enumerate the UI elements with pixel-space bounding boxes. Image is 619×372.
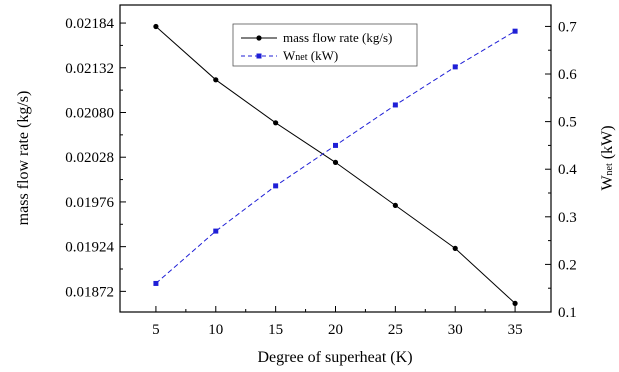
series-line-wnet xyxy=(155,30,516,284)
right-axis-title-sub: net xyxy=(604,163,615,175)
data-point-wnet xyxy=(213,228,219,234)
series-layer xyxy=(153,23,518,307)
right-tick-label: 0.4 xyxy=(558,162,577,178)
x-tick-label: 10 xyxy=(208,322,223,338)
right-axis-title-unit: (kW) xyxy=(599,125,616,163)
legend: mass flow rate (kg/s) Wnet (kW) xyxy=(232,23,418,67)
right-tick-label: 0.5 xyxy=(558,115,577,131)
data-point-mass-flow xyxy=(392,202,398,208)
right-tick-label: 0.2 xyxy=(558,257,577,273)
left-axis-title: mass flow rate (kg/s) xyxy=(15,91,32,226)
right-tick-label: 0.7 xyxy=(558,19,577,35)
data-point-mass-flow xyxy=(452,245,458,251)
data-point-wnet xyxy=(512,28,518,34)
x-tick-label: 25 xyxy=(388,322,403,338)
left-tick-label: 0.02184 xyxy=(65,16,114,32)
left-tick-label: 0.02080 xyxy=(65,105,114,121)
data-point-mass-flow xyxy=(512,300,518,307)
legend-label-wnet-sub: net xyxy=(295,52,307,63)
legend-label-wnet-unit: (kW) xyxy=(308,48,339,63)
data-point-wnet xyxy=(273,183,279,189)
legend-box xyxy=(232,23,418,67)
right-tick-label: 0.3 xyxy=(558,210,577,226)
legend-label-wnet-main: W xyxy=(283,48,296,63)
x-tick-label: 30 xyxy=(448,322,463,338)
legend-marker-mass-flow xyxy=(256,35,262,41)
x-tick-label: 5 xyxy=(152,322,160,338)
x-tick-label: 35 xyxy=(508,322,523,338)
data-point-wnet xyxy=(333,142,338,148)
data-point-wnet xyxy=(452,64,458,70)
left-tick-label: 0.01872 xyxy=(65,284,114,300)
legend-label-mass-flow: mass flow rate (kg/s) xyxy=(283,30,392,45)
left-tick-label: 0.02132 xyxy=(65,61,114,77)
data-point-mass-flow xyxy=(273,120,279,126)
data-point-mass-flow xyxy=(213,77,219,83)
legend-label-wnet: Wnet (kW) xyxy=(283,48,338,63)
left-tick-label: 0.02028 xyxy=(65,150,114,166)
data-point-wnet xyxy=(392,102,398,108)
legend-marker-wnet xyxy=(256,53,262,59)
x-axis-title: Degree of superheat (K) xyxy=(257,349,412,366)
left-tick-label: 0.01924 xyxy=(65,240,114,256)
right-axis-ticks: 0.1 0.2 0.3 0.4 0.5 0.6 0.7 xyxy=(545,19,577,321)
x-tick-label: 20 xyxy=(328,322,343,338)
data-point-mass-flow xyxy=(153,23,159,30)
right-tick-label: 0.6 xyxy=(558,67,577,83)
right-tick-label: 0.1 xyxy=(558,305,577,321)
x-axis-ticks: 5 10 15 20 25 30 35 xyxy=(152,306,523,338)
x-tick-label: 15 xyxy=(268,322,283,338)
data-point-wnet xyxy=(153,280,159,286)
right-axis-title: Wnet (kW) xyxy=(599,125,616,190)
right-axis-title-main: W xyxy=(599,175,616,191)
left-axis-ticks: 0.01872 0.01924 0.01976 0.02028 0.02080 0.021… xyxy=(65,16,126,300)
left-tick-label: 0.01976 xyxy=(65,195,114,211)
data-point-mass-flow xyxy=(332,159,339,165)
